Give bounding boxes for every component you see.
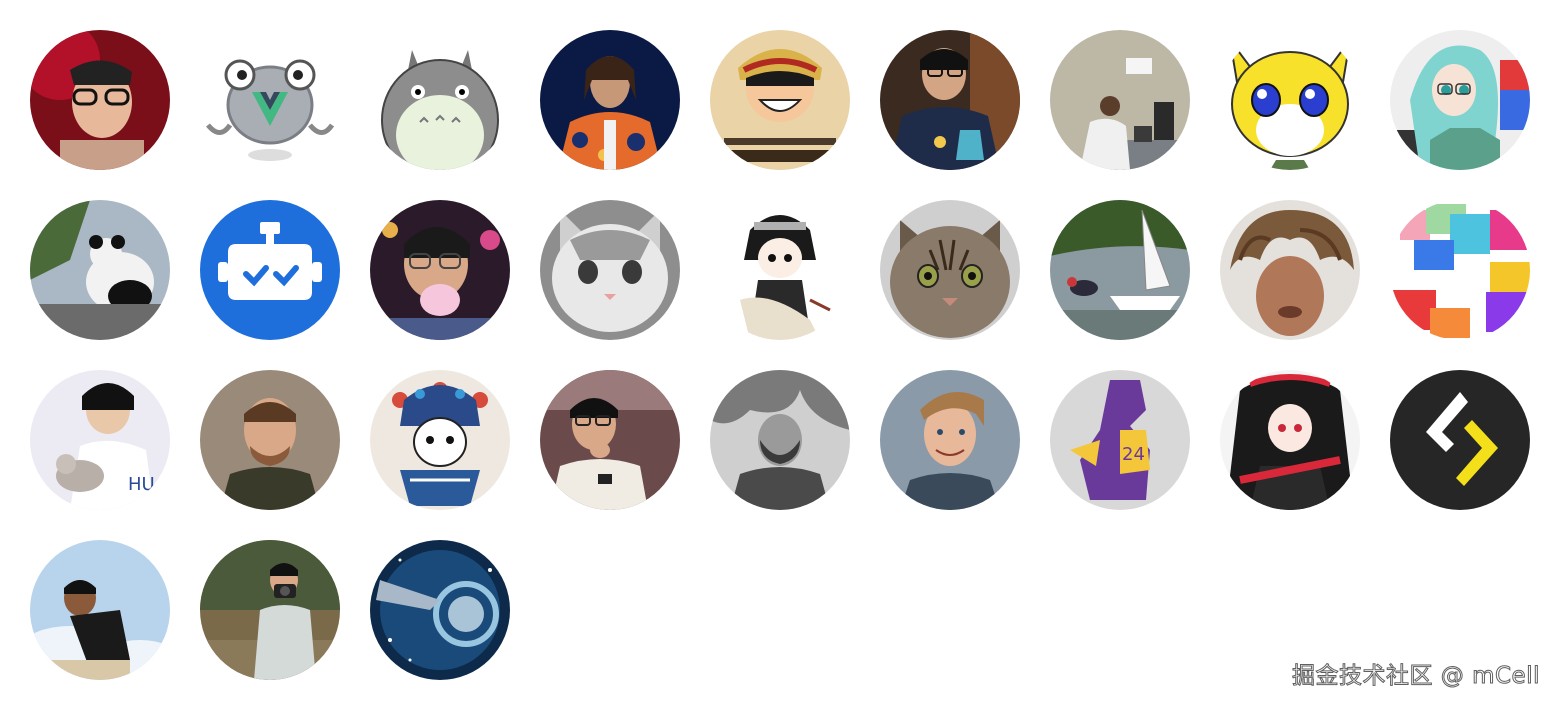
avatar-photo-young-man[interactable]	[880, 370, 1020, 510]
avatar-photo-office-desk[interactable]	[1050, 30, 1190, 170]
avatar-anime-girl-red[interactable]	[1220, 370, 1360, 510]
avatar-photo-smiling-man[interactable]	[200, 370, 340, 510]
avatar-ninja-sketch[interactable]	[710, 200, 850, 340]
avatar-photo-bw-man[interactable]	[710, 370, 850, 510]
avatar-photo-sky-man[interactable]	[30, 540, 170, 680]
svg-text:24: 24	[1122, 444, 1145, 465]
avatar-tabby-cat[interactable]	[880, 200, 1020, 340]
avatar-photo-cotton-candy[interactable]	[370, 200, 510, 340]
avatar-photo-thinking-man[interactable]	[540, 370, 680, 510]
avatar-windblown-hair[interactable]	[1220, 200, 1360, 340]
avatar-photo-camera-man[interactable]	[200, 540, 340, 680]
avatar-photo-holding-cat[interactable]: HU	[30, 370, 170, 510]
svg-text:HU: HU	[128, 474, 155, 495]
avatar-photo-hawaiian-shirt[interactable]	[540, 30, 680, 170]
avatar-cat-closeup[interactable]	[540, 200, 680, 340]
avatar-sailboat-photo[interactable]	[1050, 200, 1190, 340]
avatar-photo-glasses-red[interactable]	[30, 30, 170, 170]
avatar-yellow-cat-cartoon[interactable]	[1220, 30, 1360, 170]
avatar-space-galaxy[interactable]	[370, 540, 510, 680]
avatar-photo-navy-tee[interactable]	[880, 30, 1020, 170]
avatar-chevron-logo[interactable]	[1390, 370, 1530, 510]
avatar-peking-opera-cat[interactable]	[370, 370, 510, 510]
avatar-blue-robot-bot[interactable]	[200, 200, 340, 340]
watermark-text: 掘金技术社区 @ mCell	[1291, 663, 1540, 690]
avatar-miku-anime[interactable]	[1390, 30, 1530, 170]
avatar-grid: HU 24	[30, 30, 1530, 680]
avatar-luffy-poster[interactable]	[710, 30, 850, 170]
avatar-vue-robot[interactable]	[200, 30, 340, 170]
avatar-totoro[interactable]	[370, 30, 510, 170]
avatar-colorful-blocks[interactable]	[1390, 200, 1530, 340]
avatar-panda-photo[interactable]	[30, 200, 170, 340]
avatar-kobe-art[interactable]: 24	[1050, 370, 1190, 510]
